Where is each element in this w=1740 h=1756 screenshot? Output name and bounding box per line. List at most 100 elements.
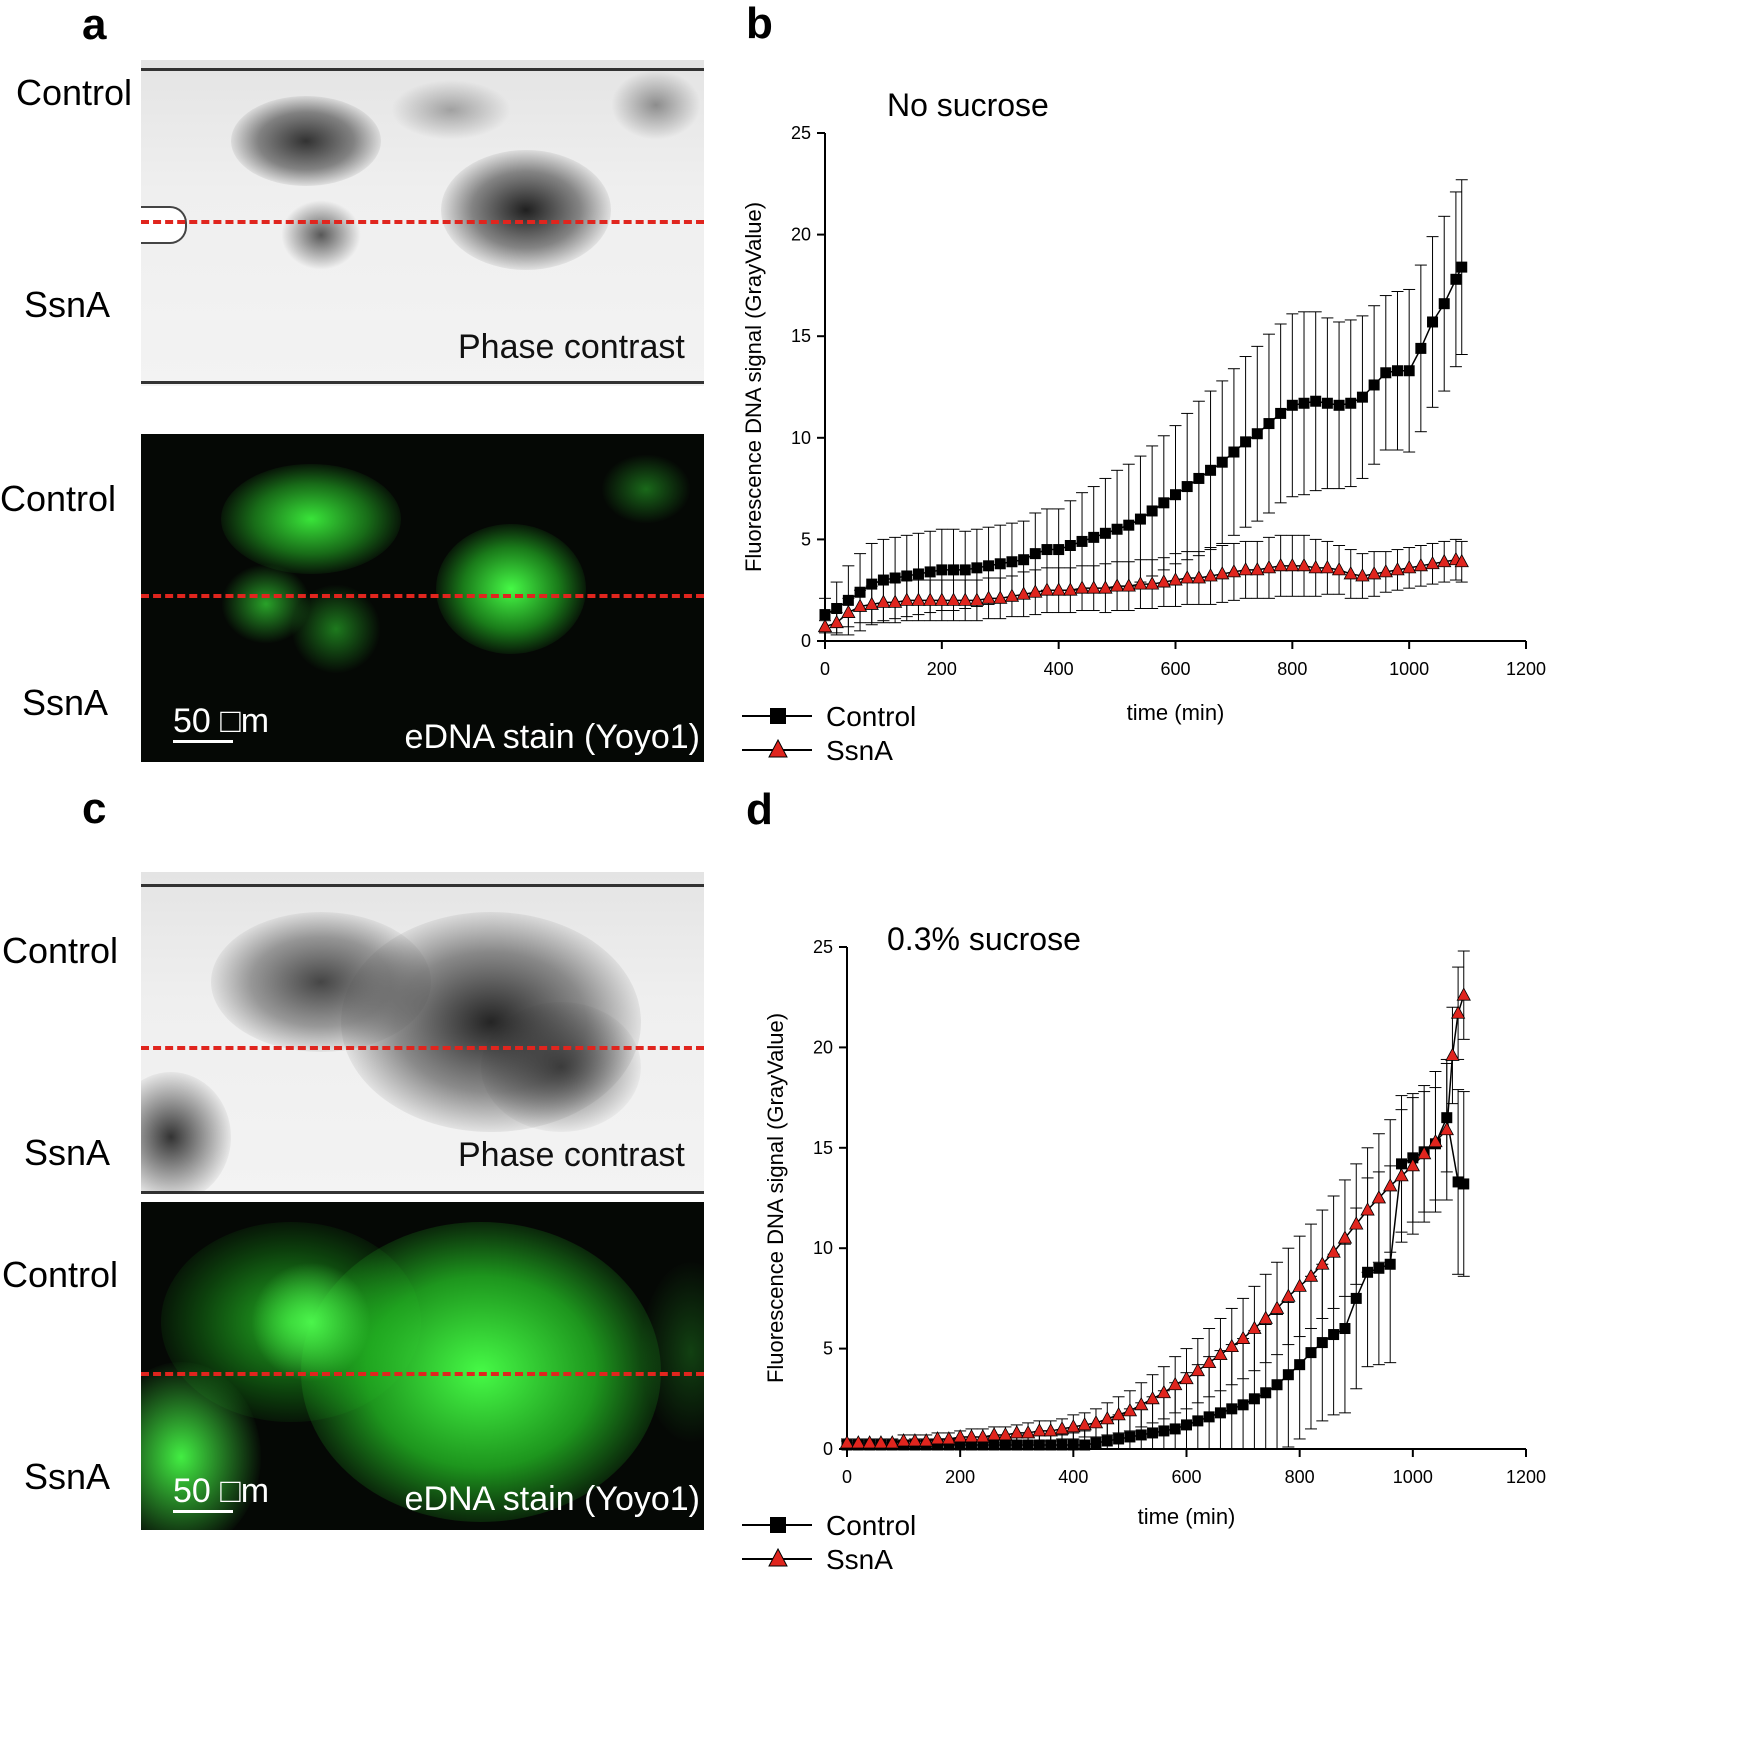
y-tick-label: 0 [801, 631, 811, 651]
x-tick-label: 200 [945, 1467, 975, 1487]
x-tick-label: 1200 [1506, 1467, 1546, 1487]
biofilm-cluster [481, 1002, 641, 1132]
control-data-point [924, 566, 936, 578]
control-data-point [932, 1439, 944, 1451]
chart-title: 0.3% sucrose [887, 921, 1081, 957]
control-data-point [1022, 1439, 1034, 1451]
ssna-data-point [1122, 1403, 1138, 1417]
ssna-data-point [1343, 566, 1358, 580]
ssna-data-point [1134, 1396, 1149, 1411]
x-axis-label: time (min) [1138, 1504, 1236, 1529]
ssna-data-point [1032, 1423, 1047, 1437]
ssna-data-point [1331, 562, 1347, 576]
control-data-point [1228, 446, 1240, 458]
ssna-data-point [1390, 562, 1405, 576]
ssna-data-point [1394, 1168, 1409, 1182]
ssna-data-point [1074, 580, 1090, 594]
control-data-point [1147, 1427, 1159, 1439]
channel-edge-bottom [141, 381, 704, 384]
edna-cluster [221, 464, 401, 574]
control-data-point [842, 594, 854, 606]
y-tick-label: 5 [801, 529, 811, 549]
ssna-data-point [1401, 560, 1417, 574]
control-data-point [1123, 519, 1135, 531]
ssna-data-point [1261, 560, 1277, 574]
dashed-midline [141, 1372, 704, 1376]
ssna-data-point [1371, 1190, 1387, 1204]
legend-label-control: Control [826, 1510, 916, 1541]
fluor-label-ssna-a: SsnA [22, 682, 109, 723]
x-tick-label: 400 [1058, 1467, 1088, 1487]
control-data-point [965, 1439, 977, 1451]
ssna-data-point [946, 592, 961, 606]
x-tick-label: 800 [1285, 1467, 1315, 1487]
y-tick-label: 20 [791, 225, 811, 245]
control-data-point [1356, 391, 1368, 403]
legend-marker-control [770, 1517, 786, 1533]
control-data-point [943, 1439, 955, 1451]
ssna-data-point [1100, 1411, 1115, 1425]
scale-bar [173, 740, 233, 743]
control-data-point [1134, 513, 1146, 525]
control-data-point [1056, 1439, 1068, 1451]
control-data-point [877, 574, 889, 586]
ssna-data-point [1454, 553, 1469, 568]
fluorescence-image-c: 50 □m eDNA stain (Yoyo1) [141, 1202, 704, 1530]
dashed-midline [141, 1046, 704, 1050]
control-data-point [971, 562, 983, 574]
ssna-data-point [829, 614, 844, 629]
ssna-data-point [1144, 576, 1160, 590]
control-data-point [1452, 1176, 1464, 1188]
ssna-series-line [847, 994, 1465, 1444]
control-data-point [1170, 489, 1181, 501]
biofilm-cluster [231, 96, 381, 186]
control-data-point [994, 558, 1006, 570]
ssna-data-point [1203, 568, 1218, 582]
control-data-point [1045, 1439, 1057, 1451]
ssna-data-point [907, 1433, 923, 1447]
ssna-data-point [1296, 557, 1312, 572]
edna-cluster [251, 1262, 371, 1382]
ssna-data-point [1016, 586, 1031, 600]
ssna-data-point [1320, 560, 1335, 574]
ssna-data-point [1180, 570, 1195, 584]
ssna-data-point [1215, 566, 1230, 580]
control-data-point [1169, 1423, 1181, 1435]
ssna-data-point [862, 1435, 877, 1449]
y-axis-label: Fluorescence DNA signal (GrayValue) [763, 1013, 788, 1383]
control-data-point [1181, 1419, 1192, 1431]
ssna-data-point [1088, 1415, 1104, 1429]
ssna-data-point [1190, 1362, 1205, 1377]
ssna-data-point [1428, 1133, 1443, 1148]
ssna-data-point [1439, 1121, 1454, 1136]
ssna-data-point [885, 1435, 900, 1449]
control-data-point [1079, 1439, 1091, 1451]
channel-edge-top [141, 884, 704, 887]
control-data-point [1415, 342, 1427, 354]
chart-title: No sucrose [887, 87, 1049, 123]
ssna-data-point [934, 592, 950, 606]
ssna-data-point [852, 598, 868, 612]
ssna-data-point [1273, 557, 1288, 572]
ssna-data-point [986, 1427, 1002, 1441]
channel-inlet [141, 206, 187, 244]
control-data-point [1205, 464, 1217, 476]
ssna-data-point [1315, 1256, 1330, 1270]
ssna-data-point [911, 592, 926, 606]
phase-caption-a: Phase contrast [458, 328, 685, 366]
control-data-point [1373, 1262, 1385, 1274]
ssna-data-point [1121, 578, 1136, 592]
ssna-data-point [1224, 1338, 1239, 1352]
x-tick-label: 1000 [1389, 659, 1429, 679]
control-data-point [983, 560, 995, 572]
phase-caption-c: Phase contrast [458, 1136, 685, 1174]
ssna-data-point [1054, 1421, 1070, 1435]
control-data-point [988, 1439, 1000, 1451]
legend-label-control: Control [826, 701, 916, 732]
control-data-point [1158, 497, 1170, 509]
ssna-data-point [1303, 1268, 1319, 1282]
ssna-data-point [1004, 588, 1020, 602]
ssna-data-point [922, 592, 938, 606]
control-data-point [1407, 1152, 1419, 1164]
control-data-point [1090, 1437, 1102, 1449]
